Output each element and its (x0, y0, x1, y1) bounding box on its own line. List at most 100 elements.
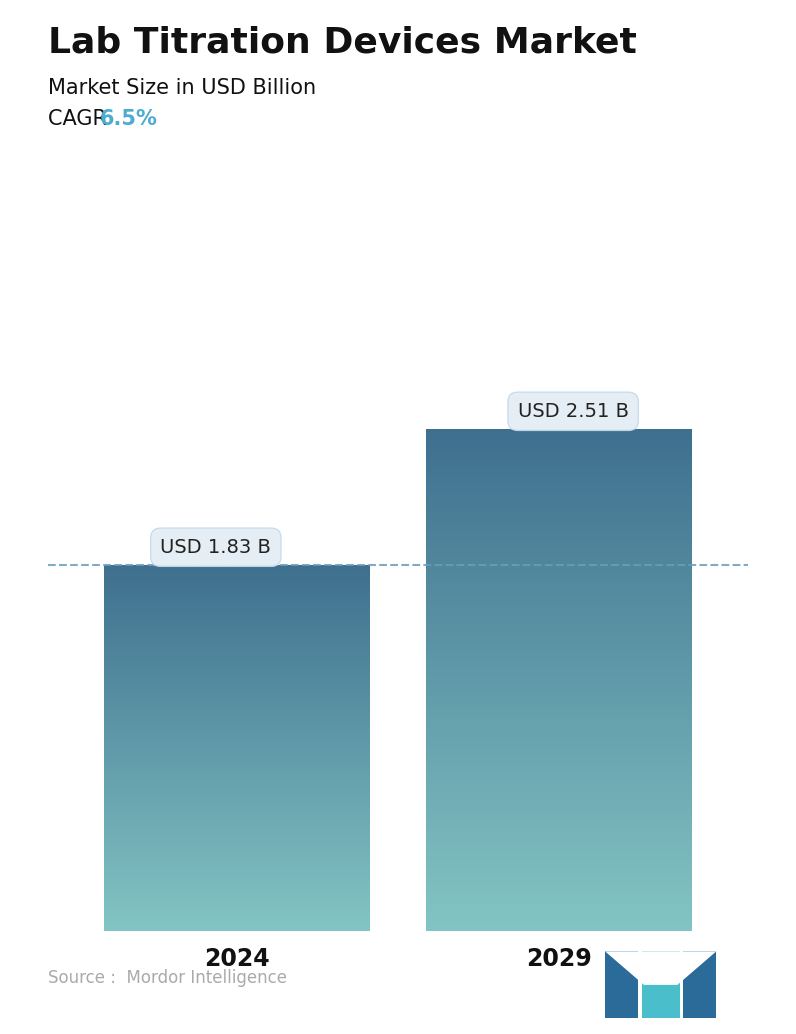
Bar (426, 770, 693, 771)
Bar (103, 776, 370, 777)
Bar (103, 725, 370, 726)
Bar (103, 816, 370, 817)
Bar (103, 909, 370, 910)
Bar (103, 640, 370, 641)
Bar (426, 625, 693, 627)
Bar (103, 895, 370, 896)
Bar (103, 808, 370, 809)
Bar (426, 513, 693, 514)
Bar (426, 927, 693, 929)
Bar (426, 596, 693, 598)
Bar (426, 566, 693, 568)
Bar (426, 492, 693, 494)
Bar (103, 602, 370, 603)
Bar (103, 634, 370, 636)
Bar (103, 571, 370, 572)
Bar (103, 599, 370, 600)
Bar (426, 668, 693, 670)
Bar (103, 611, 370, 612)
Bar (103, 718, 370, 719)
Bar (103, 734, 370, 735)
Bar (426, 467, 693, 469)
Bar (103, 838, 370, 840)
Bar (103, 790, 370, 792)
Bar (103, 688, 370, 689)
Bar (103, 875, 370, 876)
Bar (426, 703, 693, 705)
Bar (426, 846, 693, 847)
Bar (426, 516, 693, 517)
Bar (426, 614, 693, 616)
Bar (426, 544, 693, 546)
Bar (426, 435, 693, 437)
Bar (426, 429, 693, 430)
Bar (103, 727, 370, 728)
Bar (103, 590, 370, 591)
Bar (103, 903, 370, 904)
Bar (426, 506, 693, 508)
Bar (426, 658, 693, 660)
Bar (103, 739, 370, 740)
Bar (103, 607, 370, 609)
Bar (426, 644, 693, 646)
Bar (103, 891, 370, 892)
Bar (426, 911, 693, 912)
Bar (426, 670, 693, 671)
Bar (103, 858, 370, 860)
Bar (426, 714, 693, 717)
Bar (426, 443, 693, 444)
Bar (426, 581, 693, 583)
Bar (426, 773, 693, 776)
Bar (103, 824, 370, 826)
Bar (426, 762, 693, 763)
Bar (426, 663, 693, 665)
Bar (103, 899, 370, 901)
Bar (103, 795, 370, 796)
Bar (103, 805, 370, 807)
Bar (103, 711, 370, 712)
Bar (426, 646, 693, 648)
Bar (103, 701, 370, 702)
Bar (426, 837, 693, 839)
Bar (426, 497, 693, 499)
Bar (426, 815, 693, 817)
Bar (426, 541, 693, 543)
Bar (103, 661, 370, 663)
Bar (426, 722, 693, 723)
Bar (426, 828, 693, 830)
Bar (426, 609, 693, 611)
Bar (426, 749, 693, 750)
Bar (103, 649, 370, 650)
Bar (426, 776, 693, 777)
Text: Market Size in USD Billion: Market Size in USD Billion (48, 78, 316, 97)
Bar (103, 915, 370, 916)
Bar (103, 744, 370, 746)
Bar (426, 752, 693, 754)
Bar (103, 856, 370, 857)
Bar (103, 681, 370, 683)
Bar (426, 904, 693, 906)
Bar (426, 744, 693, 747)
Bar (103, 754, 370, 755)
Bar (426, 825, 693, 827)
Bar (426, 917, 693, 919)
Bar (426, 792, 693, 793)
Bar (103, 888, 370, 889)
Bar (426, 907, 693, 909)
Bar (103, 749, 370, 750)
Bar (426, 920, 693, 922)
Bar (103, 747, 370, 748)
Bar (426, 803, 693, 805)
Bar (426, 785, 693, 787)
Bar (103, 792, 370, 793)
Bar (103, 576, 370, 577)
Text: USD 2.51 B: USD 2.51 B (517, 402, 629, 421)
Bar (426, 660, 693, 662)
Bar (103, 664, 370, 665)
Bar (426, 592, 693, 595)
Bar (426, 662, 693, 663)
Bar (103, 793, 370, 794)
Bar (426, 587, 693, 589)
Bar (103, 759, 370, 760)
Bar (426, 747, 693, 749)
